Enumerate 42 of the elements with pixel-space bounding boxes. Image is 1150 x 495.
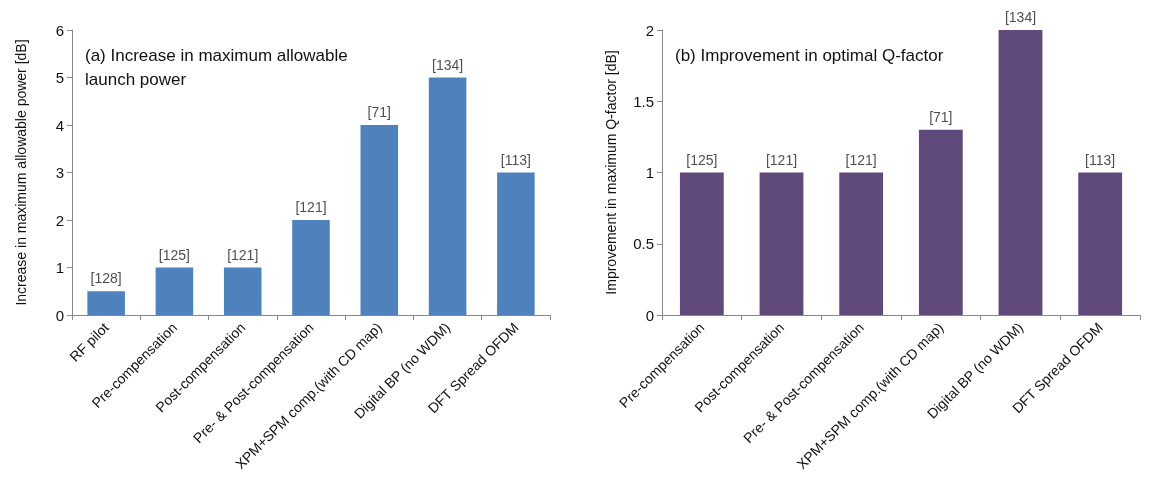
y-tick-label: 1 [645,164,654,181]
bar [918,129,963,315]
y-tick-label: 0 [55,306,64,324]
annotation: [125] [686,151,718,168]
y-tick-label: 4 [55,116,64,134]
y-tick-label: 0.5 [633,235,654,253]
y-tick-label: 1.5 [633,92,654,110]
bar [839,172,884,315]
bar [679,172,724,315]
y-axis-title: Increase in maximum allowable power [dB] [13,39,29,306]
y-tick-label: 0 [645,306,654,324]
annotation: [121] [765,151,798,168]
bar [428,77,467,315]
bar [759,172,804,315]
y-axis-title: Improvement in maximum Q-factor [dB] [603,50,619,295]
annotation: [71] [367,104,391,120]
y-tick-label: 2 [55,211,64,229]
bar [998,30,1043,315]
annotation: [134] [432,56,464,73]
y-tick-label: 2 [645,21,654,39]
bar [87,291,125,315]
bar [1078,172,1123,315]
text: (a) Increase in maximum allowable launch power [85,45,353,89]
bar [292,220,330,315]
bar [223,267,262,315]
annotation: [71] [929,108,953,125]
bar [497,172,535,315]
bar [360,125,399,315]
annotation: [128] [90,270,122,287]
y-tick-label: 6 [55,21,64,39]
y-tick-label: 1 [55,259,64,276]
annotation: [113] [500,151,531,168]
y-tick-label: 5 [55,69,64,86]
annotation: [121] [295,199,327,215]
bar [155,267,194,315]
text: (b) Improvement in optimal Q-factor [675,45,944,65]
annotation: [113] [1085,151,1116,168]
y-tick-label: 3 [55,164,64,181]
annotation: [125] [158,246,190,263]
annotation: [121] [227,246,259,263]
annotation: [121] [845,151,877,168]
annotation: [134] [1004,9,1037,25]
